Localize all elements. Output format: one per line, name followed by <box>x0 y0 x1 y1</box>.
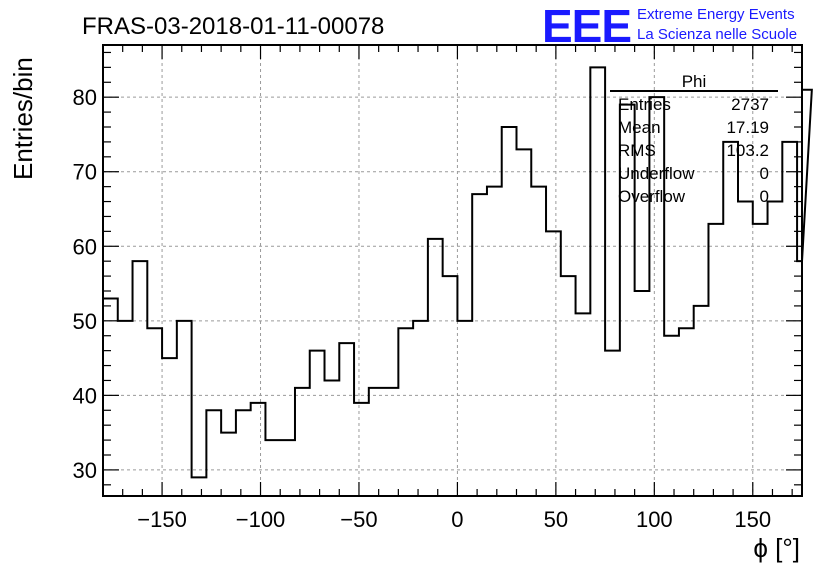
x-tick-label: −100 <box>236 507 286 532</box>
stats-row-label: RMS <box>618 141 656 160</box>
stats-row-value: 103.2 <box>726 141 769 160</box>
y-tick-label: 40 <box>73 383 97 408</box>
stats-row-value: 0 <box>760 164 769 183</box>
y-tick-label: 60 <box>73 234 97 259</box>
eee-logo: EEE Extreme Energy Events La Scienza nel… <box>542 0 797 52</box>
y-tick-label: 80 <box>73 85 97 110</box>
plot-frame <box>102 44 803 497</box>
x-tick-label: −50 <box>340 507 377 532</box>
stats-row-label: Mean <box>618 118 661 137</box>
stats-box: Phi Entries 2737 Mean 17.19 RMS 103.2 Underflo… <box>610 72 778 206</box>
y-tick-label: 30 <box>73 458 97 483</box>
stats-row-value: 17.19 <box>726 118 769 137</box>
y-tick-label: 70 <box>73 160 97 185</box>
x-tick-label: 50 <box>544 507 568 532</box>
x-tick-label: 100 <box>636 507 673 532</box>
histogram-outline <box>103 66 813 479</box>
stats-rows: Entries 2737 Mean 17.19 RMS 103.2 Underflow 0 Ov… <box>618 95 769 206</box>
x-axis-title: ϕ [°] <box>753 533 800 563</box>
histogram-bars <box>103 66 813 479</box>
stats-row-value: 0 <box>760 187 769 206</box>
y-axis-title: Entries/bin <box>8 57 38 180</box>
tick-labels: −150 −100 −50 0 50 100 150 30 40 50 60 70 80 <box>73 85 772 532</box>
stats-row-value: 2737 <box>731 95 769 114</box>
plot-frame-rect <box>102 44 803 497</box>
eee-logo-mark: EEE <box>542 0 631 52</box>
stats-row-label: Entries <box>618 95 671 114</box>
eee-logo-line2: La Scienza nelle Scuole <box>637 26 797 43</box>
chart-title: FRAS-03-2018-01-11-00078 <box>82 13 384 40</box>
stats-box-title: Phi <box>682 72 707 91</box>
stats-row-label: Overflow <box>618 187 686 206</box>
x-tick-label: 0 <box>451 507 463 532</box>
x-tick-label: −150 <box>137 507 187 532</box>
x-tick-label: 150 <box>734 507 771 532</box>
y-tick-label: 50 <box>73 309 97 334</box>
axis-ticks <box>102 45 802 496</box>
grid-lines <box>103 45 802 496</box>
stats-row-label: Underflow <box>618 164 695 183</box>
eee-logo-line1: Extreme Energy Events <box>637 6 795 23</box>
